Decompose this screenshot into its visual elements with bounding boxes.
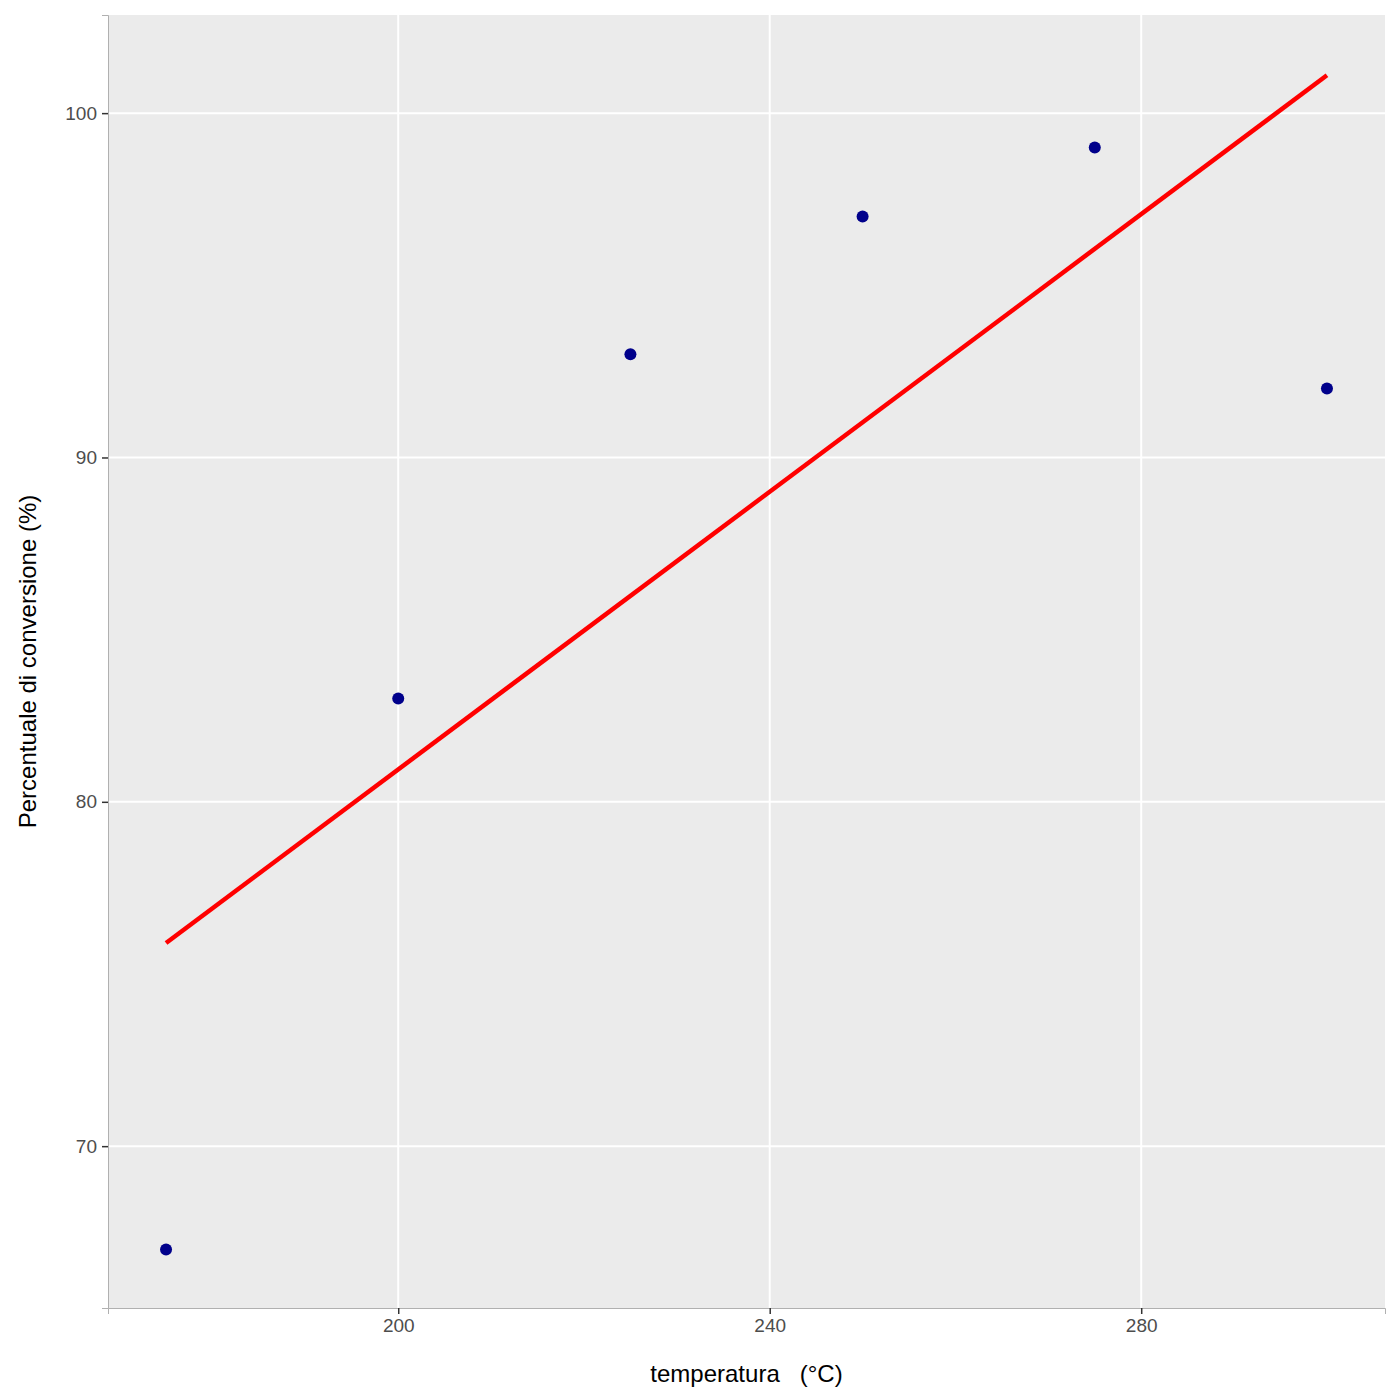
x-tick-label: 200 — [383, 1315, 415, 1336]
x-axis: 200 240 280 — [109, 1308, 1386, 1336]
x-tick-mark — [398, 1308, 400, 1314]
y-tick-label: 80 — [76, 791, 97, 812]
x-tick-mark — [1141, 1308, 1143, 1314]
y-tick-label: 70 — [76, 1136, 97, 1157]
y-tick-mark — [102, 1146, 108, 1148]
grid-line-y — [108, 801, 1385, 803]
grid — [108, 15, 1385, 1308]
x-tick: 280 — [1126, 1308, 1158, 1336]
x-axis-line — [109, 1309, 1386, 1315]
plot: 200 240 280 70 80 90 100 — [65, 15, 1385, 1336]
point — [160, 1243, 172, 1255]
x-tick: 240 — [754, 1308, 786, 1336]
fit-line — [166, 75, 1327, 943]
x-tick-mark — [769, 1308, 771, 1314]
chart: 200 240 280 70 80 90 100 temperatura (°C) Percen… — [0, 0, 1400, 1400]
point — [857, 210, 869, 222]
x-axis-title: temperatura (°C) — [650, 1360, 842, 1387]
y-tick: 70 — [76, 1136, 108, 1157]
grid-line-x — [1140, 15, 1142, 1308]
y-axis-title: Percentuale di conversione (%) — [14, 495, 41, 829]
point — [1321, 383, 1333, 395]
y-tick: 80 — [76, 791, 108, 812]
panel-background — [108, 15, 1385, 1308]
grid-line-x — [397, 15, 399, 1308]
point — [392, 693, 404, 705]
grid-line-y — [108, 456, 1385, 458]
y-tick: 100 — [65, 103, 108, 124]
y-axis-line — [102, 16, 109, 1309]
y-tick-mark — [102, 457, 108, 459]
y-tick: 90 — [76, 447, 108, 468]
y-tick-label: 100 — [65, 103, 97, 124]
y-tick-mark — [102, 113, 108, 115]
grid-line-y — [108, 112, 1385, 114]
y-axis: 70 80 90 100 — [65, 16, 108, 1309]
data-marks — [160, 75, 1333, 1255]
x-tick-label: 280 — [1126, 1315, 1158, 1336]
y-tick-mark — [102, 802, 108, 804]
point — [1089, 142, 1101, 154]
point — [624, 348, 636, 360]
grid-line-y — [108, 1145, 1385, 1147]
y-tick-label: 90 — [76, 447, 97, 468]
x-tick: 200 — [383, 1308, 415, 1336]
x-tick-label: 240 — [754, 1315, 786, 1336]
grid-line-x — [769, 15, 771, 1308]
